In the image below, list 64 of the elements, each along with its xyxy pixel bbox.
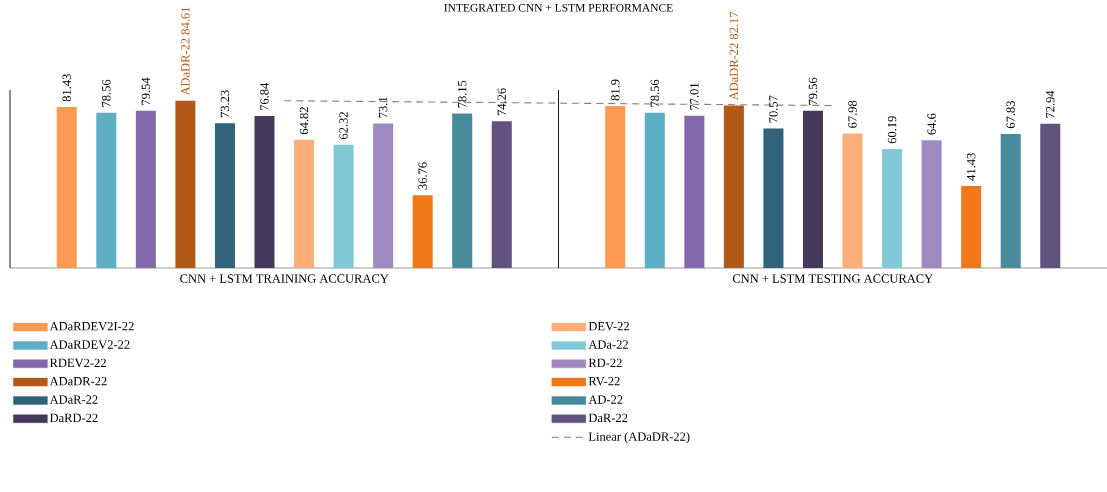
bar [96, 112, 117, 268]
data-label: 70.57 [769, 95, 778, 123]
bar [333, 144, 354, 268]
legend-label: RDEV2-22 [49, 358, 106, 368]
bar [1040, 123, 1061, 268]
x-tick-label: CNN + LSTM TRAINING ACCURACY [180, 274, 389, 283]
bar [135, 110, 156, 268]
legend-label: DEV-22 [588, 322, 629, 331]
data-label: 67.98 [848, 100, 857, 128]
data-label: 79.54 [141, 77, 151, 105]
data-label: 78.56 [650, 79, 660, 107]
bar [214, 123, 235, 268]
bar [175, 100, 196, 268]
x-tick-label: CNN + LSTM TESTING ACCURACY [732, 274, 933, 283]
bar [763, 128, 784, 268]
data-label: 60.19 [887, 116, 897, 144]
bar [802, 110, 823, 268]
bar [412, 195, 433, 268]
data-label: 81.43 [62, 74, 71, 102]
data-label: 79.56 [808, 77, 818, 105]
data-label: 78.15 [457, 80, 467, 108]
data-label: 64.82 [299, 107, 309, 135]
bar [684, 115, 705, 268]
data-label: 73.1 [378, 97, 388, 118]
data-label: ADaDR-22 82.17 [729, 11, 739, 101]
bar [56, 107, 77, 268]
data-label: 41.43 [966, 153, 976, 181]
data-label: 81.9 [611, 79, 620, 101]
data-label: 72.94 [1046, 90, 1055, 118]
legend-label: ADa-22 [588, 340, 628, 349]
bar [1000, 133, 1021, 268]
chart-title: INTEGRATED CNN + LSTM PERFORMANCE [444, 3, 673, 12]
bar [452, 113, 473, 268]
legend-label: ADaRDEV2-22 [49, 340, 130, 349]
legend-label: DaR-22 [588, 413, 628, 423]
bar [842, 133, 863, 268]
legend-label: RV-22 [588, 377, 620, 386]
legend-label: ADaR-22 [49, 395, 98, 404]
legend-label: Linear (ADaDR-22) [588, 432, 690, 444]
bar [373, 123, 394, 268]
legend-label: ADaDR-22 [49, 377, 107, 386]
data-label: 76.84 [260, 82, 269, 111]
data-label: 77.01 [690, 83, 699, 110]
data-label: 74.26 [497, 88, 506, 116]
legend-label: DaRD-22 [49, 413, 98, 423]
data-label: 36.76 [418, 162, 427, 190]
bar [882, 148, 903, 268]
bar [254, 116, 275, 268]
data-label: 62.32 [339, 112, 348, 140]
bar [961, 186, 982, 268]
bar [294, 139, 315, 268]
legend-label: AD-22 [588, 395, 623, 404]
bar [921, 140, 942, 268]
bar [723, 105, 744, 268]
data-label: ADaDR-22 84.61 [181, 7, 190, 96]
bar [605, 106, 626, 268]
data-label: 78.56 [102, 79, 111, 107]
bar [644, 112, 665, 268]
legend-label: RD-22 [588, 358, 622, 367]
bar [491, 121, 512, 268]
legend-label: ADaRDEV2I-22 [49, 322, 134, 331]
data-label: 67.83 [1006, 101, 1015, 129]
data-label: 73.23 [220, 90, 230, 118]
data-label: 64.6 [927, 113, 936, 135]
